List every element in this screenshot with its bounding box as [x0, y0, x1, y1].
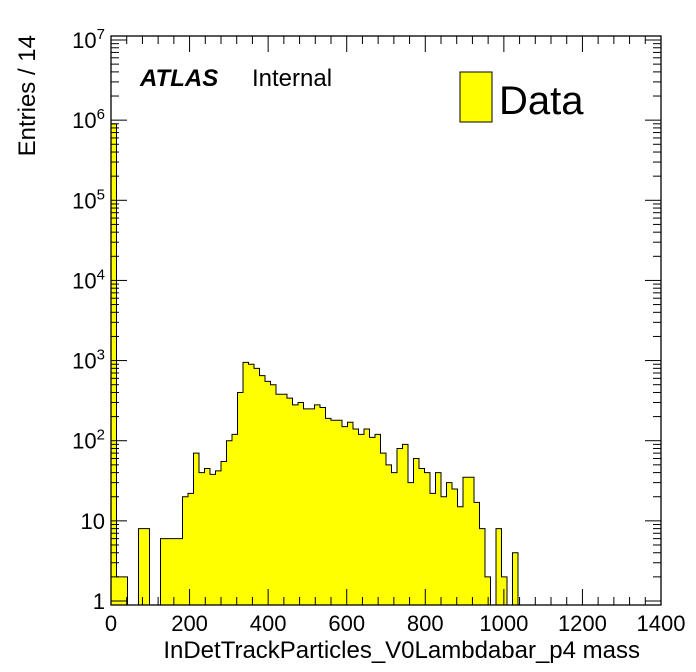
histogram-bar [287, 398, 293, 605]
y-tick-label: 103 [72, 347, 105, 374]
histogram-bar [171, 538, 177, 605]
histogram-bar [441, 496, 447, 605]
y-tick-label: 10 [81, 509, 105, 534]
histogram-bar [292, 404, 298, 605]
histogram-bar [193, 453, 199, 605]
histogram-bar [122, 576, 128, 605]
histogram-bar [221, 461, 227, 605]
histogram-bar [281, 394, 287, 605]
atlas-label: ATLAS [139, 65, 218, 92]
histogram-bar [188, 493, 194, 605]
histogram-bar [380, 453, 386, 605]
y-tick-label: 1 [93, 589, 105, 614]
histogram-bar [204, 468, 210, 605]
histogram-bar [210, 474, 216, 605]
histogram-bar [512, 552, 518, 605]
histogram-bar [424, 472, 430, 605]
histogram-bar [479, 528, 485, 605]
histogram-bar [397, 448, 403, 605]
histogram-bar [182, 496, 188, 605]
histogram-bar [270, 384, 276, 605]
histogram-bar [358, 434, 364, 605]
x-tick-label: 800 [407, 611, 444, 636]
x-tick-label: 1200 [558, 611, 607, 636]
histogram-bar [309, 408, 315, 605]
plot-frame [110, 35, 662, 606]
histogram-bars [110, 123, 551, 606]
histogram-bar [325, 418, 331, 605]
histogram-bar [320, 407, 326, 605]
y-axis-title: Entries / 14 [14, 35, 41, 156]
y-tick-label: 106 [72, 106, 105, 133]
histogram-bar [353, 429, 359, 605]
histogram-bar [463, 477, 469, 605]
histogram-bar [226, 440, 232, 605]
histogram-bar [391, 472, 397, 605]
histogram-bar [144, 528, 150, 605]
histogram-bar [474, 502, 480, 605]
histogram-bar [364, 429, 370, 605]
histogram-bar [232, 434, 238, 605]
legend-swatch [459, 71, 493, 123]
x-tick-label: 1000 [479, 611, 528, 636]
histogram-outline [110, 123, 551, 606]
histogram-bar [413, 458, 419, 605]
x-tick-label: 600 [328, 611, 365, 636]
histogram-bar [402, 444, 408, 605]
histogram-bar [369, 437, 375, 605]
histogram-bar [116, 576, 122, 605]
histogram-bar [265, 381, 271, 605]
x-tick-label: 1400 [637, 611, 686, 636]
histogram-bar [386, 464, 392, 605]
y-tick-label: 107 [72, 26, 105, 53]
histogram-bar [446, 482, 452, 605]
histogram-bar [419, 468, 425, 605]
histogram-bar [496, 528, 502, 605]
histogram-bar [485, 576, 491, 605]
histogram-bar [408, 482, 414, 605]
histogram-bar [160, 538, 166, 605]
histogram-bar [237, 392, 243, 605]
histogram-bar [435, 472, 441, 605]
histogram-bar [375, 434, 381, 605]
histogram-bar [342, 426, 348, 605]
histogram-bar [166, 538, 172, 605]
y-tick-label: 102 [72, 427, 105, 454]
histogram-bar [254, 368, 260, 605]
histogram-bar [298, 402, 304, 605]
histogram-bar [248, 364, 254, 605]
x-axis-title: InDetTrackParticles_V0Lambdabar_p4 mass [163, 637, 640, 664]
histogram-bar [468, 477, 474, 605]
histogram-bar [430, 493, 436, 605]
y-tick-label: 104 [72, 266, 105, 293]
x-tick-label: 0 [105, 611, 117, 636]
histogram-bar [336, 420, 342, 605]
histogram-bar [452, 488, 458, 605]
x-tick-label: 200 [171, 611, 208, 636]
histogram-bar [331, 420, 337, 605]
histogram-bar [303, 408, 309, 605]
x-tick-label: 400 [250, 611, 287, 636]
histogram-bar [177, 538, 183, 605]
y-tick-label: 105 [72, 186, 105, 213]
x-axis: 0 200 400 600 800 1000 1200 1400 [105, 36, 686, 636]
histogram-bar [259, 375, 265, 605]
histogram-bar [199, 472, 205, 605]
histogram-bar [243, 362, 249, 605]
histogram-bar [276, 394, 282, 605]
legend-label: Data [499, 79, 584, 123]
histogram-bar [138, 528, 144, 605]
histogram-bar [314, 404, 320, 605]
histogram-bar [457, 506, 463, 605]
internal-label: Internal [252, 65, 332, 92]
histogram-bar [215, 470, 221, 605]
histogram-bar [347, 422, 353, 605]
y-axis: 1 10 102 103 104 105 106 107 [72, 26, 661, 614]
